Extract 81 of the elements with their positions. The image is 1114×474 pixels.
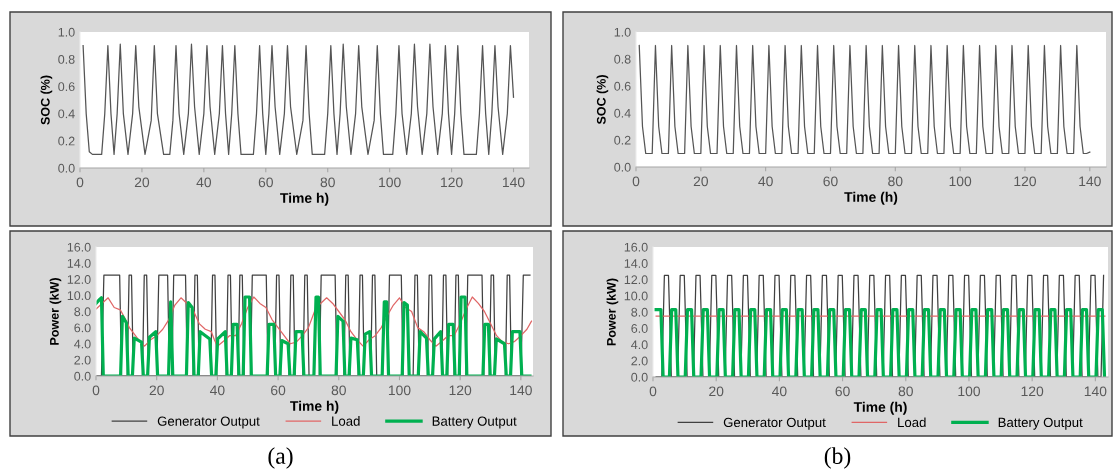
y-tick-label: 2.0 xyxy=(631,356,648,366)
legend-label: Generator Output xyxy=(723,417,826,430)
y-tick-label: 12.0 xyxy=(67,275,91,284)
y-tick-label: 0.8 xyxy=(614,54,631,64)
legend-label: Load xyxy=(898,417,926,428)
legend-label: Battery Output xyxy=(998,417,1083,430)
y-axis-title: Power (kW) xyxy=(606,278,619,346)
x-tick-label: 80 xyxy=(331,385,346,396)
y-axis-title: SOC (%) xyxy=(596,75,609,125)
y-tick-label: 10.0 xyxy=(624,291,648,301)
y-axis-title: Power (kW) xyxy=(49,278,62,345)
y-tick-label: 0.6 xyxy=(58,82,75,92)
y-tick-label: 0.8 xyxy=(58,55,75,64)
x-tick-label: 140 xyxy=(502,177,525,188)
y-tick-label: 0.6 xyxy=(614,81,631,91)
y-tick-label: 16.0 xyxy=(624,242,648,252)
y-tick-label: 0.2 xyxy=(614,135,631,145)
x-tick-label: 40 xyxy=(196,177,212,188)
y-tick-label: 8.0 xyxy=(631,307,648,317)
x-tick-label: 120 xyxy=(1014,176,1037,187)
x-tick-label: 0 xyxy=(92,385,100,396)
x-tick-label: 40 xyxy=(758,176,773,187)
y-tick-label: 8.0 xyxy=(74,307,91,317)
y-tick-label: 0.0 xyxy=(74,371,91,381)
y-tick-label: 0.4 xyxy=(614,108,631,118)
x-tick-label: 140 xyxy=(1084,386,1107,397)
y-tick-label: 4.0 xyxy=(631,340,648,350)
line-series xyxy=(96,296,533,347)
x-tick-label: 20 xyxy=(134,177,150,188)
x-tick-label: 60 xyxy=(835,386,850,397)
text: (a) xyxy=(268,447,293,469)
x-tick-label: 140 xyxy=(510,385,532,396)
y-tick-label: 14.0 xyxy=(67,258,91,268)
x-tick-label: 100 xyxy=(379,177,401,188)
x-tick-label: 100 xyxy=(949,176,972,187)
legend-label: Battery Output xyxy=(432,416,517,429)
y-tick-label: 0.0 xyxy=(58,163,75,173)
line-series xyxy=(82,43,515,156)
x-tick-label: 40 xyxy=(771,386,787,397)
y-tick-label: 6.0 xyxy=(74,323,91,333)
x-axis-title: Time (h) xyxy=(844,191,898,205)
line-series xyxy=(638,44,1091,155)
legend-label: Load xyxy=(332,416,360,426)
y-tick-label: 0.0 xyxy=(614,162,631,172)
y-tick-label: 4.0 xyxy=(74,339,91,349)
legend-label: Generator Output xyxy=(157,416,260,429)
x-tick-label: 120 xyxy=(441,177,463,188)
x-tick-label: 100 xyxy=(958,386,981,397)
y-tick-label: 10.0 xyxy=(67,291,91,301)
x-tick-label: 0 xyxy=(649,386,657,397)
x-tick-label: 140 xyxy=(1079,176,1101,187)
x-tick-label: 60 xyxy=(258,177,273,188)
x-tick-label: 60 xyxy=(823,176,838,187)
x-axis-title: Time h) xyxy=(290,400,339,414)
x-tick-label: 0 xyxy=(632,176,640,187)
x-tick-label: 0 xyxy=(76,177,84,188)
x-tick-label: 80 xyxy=(888,176,903,187)
x-tick-label: 80 xyxy=(320,177,335,188)
x-tick-label: 20 xyxy=(693,176,709,187)
y-tick-label: 0.4 xyxy=(58,109,75,119)
y-axis-title: SOC (%) xyxy=(40,75,53,125)
x-tick-label: 20 xyxy=(709,386,724,397)
text: (b) xyxy=(824,447,851,469)
x-tick-label: 100 xyxy=(388,385,411,396)
y-tick-label: 0.0 xyxy=(631,372,648,382)
y-tick-label: 1.0 xyxy=(614,27,631,37)
y-tick-label: 12.0 xyxy=(624,275,648,285)
y-tick-label: 1.0 xyxy=(58,27,75,37)
x-tick-label: 60 xyxy=(271,385,286,396)
y-tick-label: 6.0 xyxy=(631,324,648,333)
x-tick-label: 40 xyxy=(209,385,225,396)
y-tick-label: 0.2 xyxy=(58,136,75,146)
x-tick-label: 20 xyxy=(149,385,164,396)
y-tick-label: 16.0 xyxy=(67,242,91,252)
x-tick-label: 80 xyxy=(898,386,913,397)
x-tick-label: 120 xyxy=(449,385,472,396)
y-tick-label: 14.0 xyxy=(624,259,648,268)
x-axis-title: Time (h) xyxy=(853,401,907,415)
y-tick-label: 2.0 xyxy=(74,355,91,365)
x-axis-title: Time h) xyxy=(280,192,329,206)
x-tick-label: 120 xyxy=(1021,386,1044,397)
